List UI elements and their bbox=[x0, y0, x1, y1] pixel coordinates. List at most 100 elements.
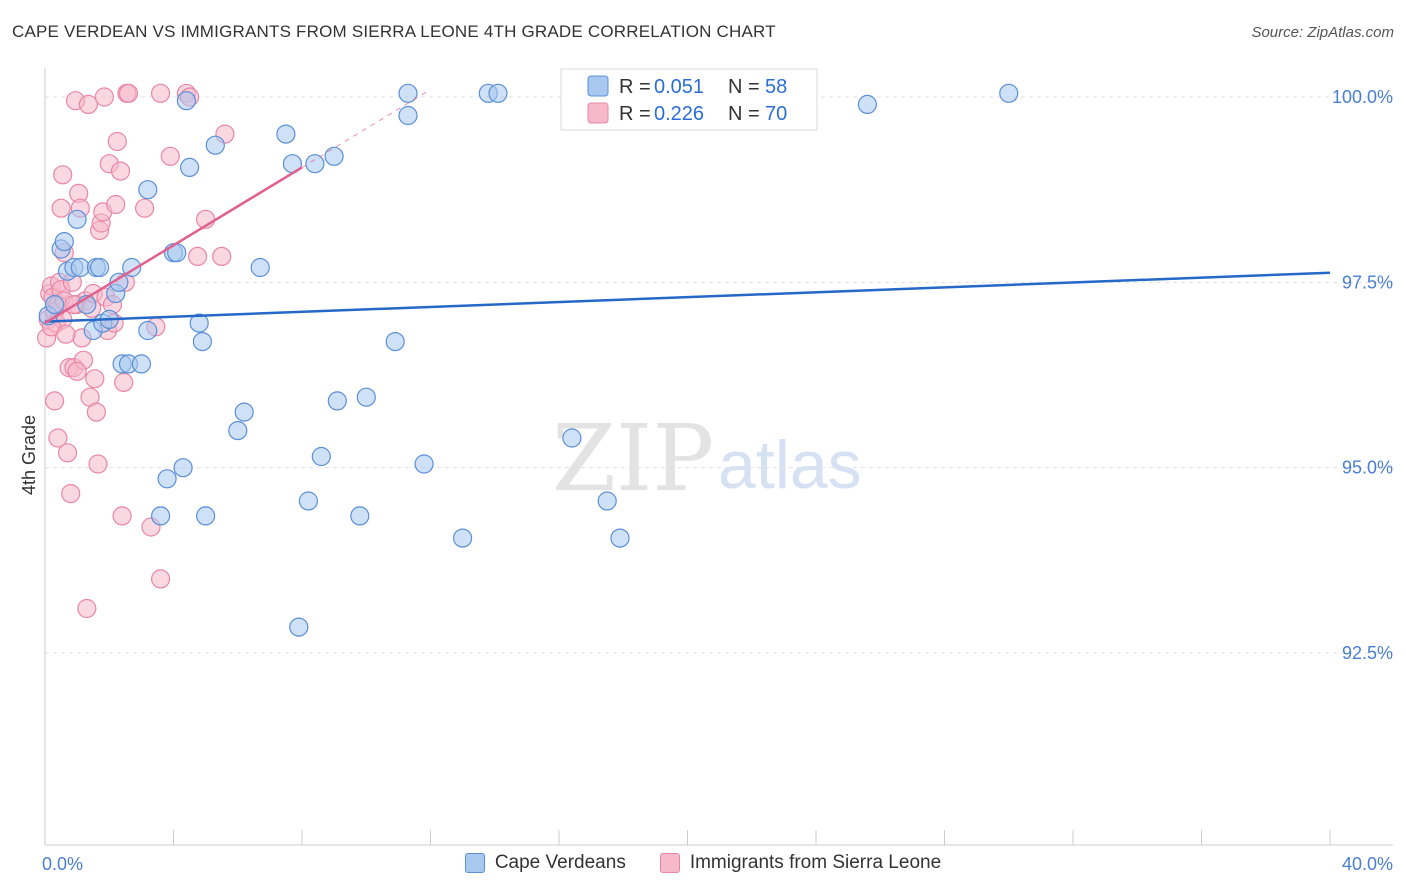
cape-verdean-point-47 bbox=[398, 105, 418, 126]
bottom-legend-blue-swatch bbox=[464, 853, 485, 873]
cape-verdean-point-41 bbox=[311, 446, 331, 467]
cape-verdean-point-34 bbox=[234, 402, 254, 422]
legend-blue-r-label: R = bbox=[619, 76, 651, 98]
cape-verdean-point-27 bbox=[176, 91, 196, 111]
cape-verdean-point-35 bbox=[250, 257, 270, 278]
sierra-leone-point-40 bbox=[94, 87, 115, 107]
legend-pink-r-label: R = bbox=[619, 103, 651, 125]
cape-verdean-point-54 bbox=[597, 491, 617, 511]
axes bbox=[44, 68, 1393, 846]
legend-pink-r-value: 0.226 bbox=[654, 103, 704, 125]
cape-verdean-point-15 bbox=[109, 272, 129, 292]
cape-verdean-point-57 bbox=[999, 83, 1019, 103]
watermark-zip: ZIP bbox=[552, 405, 714, 512]
bottom-legend-pink-swatch bbox=[659, 853, 680, 873]
cape-verdean-point-29 bbox=[189, 313, 209, 333]
sierra-leone-point-36 bbox=[88, 454, 108, 474]
cape-verdean-point-31 bbox=[196, 506, 216, 526]
sierra-leone-point-64 bbox=[212, 246, 232, 266]
sierra-leone-point-50 bbox=[114, 372, 134, 392]
bottom-legend: Cape Verdeans Immigrants from Sierra Leo… bbox=[0, 852, 1406, 874]
trend-lines bbox=[44, 89, 1331, 325]
sierra-leone-point-19 bbox=[61, 484, 81, 504]
cape-verdean-point-46 bbox=[385, 332, 405, 352]
legend-pink-n-label: N = bbox=[728, 103, 760, 125]
watermark-atlas: atlas bbox=[718, 427, 862, 503]
cape-verdean-point-32 bbox=[205, 135, 225, 155]
y-tick-label-3: 92.5% bbox=[1342, 643, 1393, 663]
sierra-leone-point-14 bbox=[51, 198, 71, 218]
cape-verdean-point-53 bbox=[562, 428, 582, 448]
cape-verdean-point-52 bbox=[488, 83, 508, 103]
cape-verdean-point-28 bbox=[180, 157, 200, 177]
chart-title: CAPE VERDEAN VS IMMIGRANTS FROM SIERRA L… bbox=[12, 22, 776, 41]
bottom-legend-label-cape-verdeans: Cape Verdeans bbox=[494, 852, 626, 873]
cape-verdean-point-36 bbox=[276, 124, 296, 144]
sierra-leone-point-57 bbox=[151, 83, 171, 103]
legend-pink-swatch bbox=[587, 102, 609, 124]
cape-verdean-point-6 bbox=[67, 209, 87, 229]
sierra-leone-point-68 bbox=[67, 361, 87, 381]
cape-verdean-point-4 bbox=[54, 232, 74, 252]
cape-verdean-point-39 bbox=[298, 491, 318, 511]
bottom-legend-item-sierra-leone: Immigrants from Sierra Leone bbox=[659, 852, 942, 874]
sierra-leone-point-53 bbox=[118, 83, 139, 103]
legend-blue-swatch bbox=[587, 75, 609, 97]
series-cape-verdeans-points bbox=[38, 83, 1019, 637]
sierra-leone-point-47 bbox=[107, 131, 127, 152]
cape-verdean-point-11 bbox=[89, 257, 110, 278]
chart-source: Source: ZipAtlas.com bbox=[1251, 24, 1394, 41]
trend-line-cape-verdeans bbox=[44, 271, 1331, 323]
bottom-legend-item-cape-verdeans: Cape Verdeans bbox=[464, 852, 626, 874]
sierra-leone-point-13 bbox=[48, 428, 68, 448]
sierra-leone-point-46 bbox=[106, 194, 126, 215]
cape-verdean-point-20 bbox=[138, 180, 158, 200]
sierra-leone-point-54 bbox=[135, 198, 155, 218]
y-tick-label-2: 95.0% bbox=[1342, 458, 1393, 478]
legend-pink-n-value: 70 bbox=[765, 103, 787, 125]
legend-blue-n-value: 58 bbox=[765, 76, 787, 98]
sierra-leone-point-62 bbox=[188, 246, 208, 266]
y-axis-title: 4th Grade bbox=[19, 415, 39, 495]
cape-verdean-point-23 bbox=[157, 469, 177, 489]
sierra-leone-point-15 bbox=[53, 165, 73, 185]
cape-verdean-point-40 bbox=[305, 154, 325, 174]
bottom-legend-label-sierra-leone: Immigrants from Sierra Leone bbox=[689, 852, 942, 873]
sierra-leone-point-48 bbox=[110, 161, 131, 181]
stat-legend: R = 0.051 N = 58 R = 0.226 N = 70 bbox=[560, 68, 818, 131]
grid-lines bbox=[45, 96, 1393, 654]
cape-verdean-point-45 bbox=[356, 387, 376, 407]
cape-verdean-point-33 bbox=[228, 421, 248, 441]
sierra-leone-point-29 bbox=[77, 598, 97, 619]
watermark: ZIP atlas bbox=[552, 405, 862, 512]
sierra-leone-point-67 bbox=[56, 324, 76, 344]
x-tick-label-0: 0.0% bbox=[42, 854, 83, 874]
sierra-leone-point-49 bbox=[112, 506, 132, 526]
cape-verdean-point-42 bbox=[324, 146, 344, 166]
cape-verdean-point-26 bbox=[173, 458, 193, 478]
sierra-leone-point-12 bbox=[44, 391, 65, 411]
sierra-leone-point-17 bbox=[57, 443, 78, 463]
sierra-leone-point-30 bbox=[78, 94, 99, 115]
cape-verdean-point-21 bbox=[138, 320, 158, 341]
cape-verdean-point-55 bbox=[610, 528, 630, 548]
legend-blue-r-value: 0.051 bbox=[654, 76, 704, 98]
cape-verdean-point-43 bbox=[327, 391, 347, 411]
x-tick-label-1: 40.0% bbox=[1342, 854, 1393, 874]
trend-line-sierra-leone bbox=[44, 166, 303, 325]
cape-verdean-point-30 bbox=[192, 332, 212, 352]
sierra-leone-point-35 bbox=[86, 402, 107, 422]
cape-verdean-point-19 bbox=[131, 354, 151, 374]
legend-blue-n-label: N = bbox=[728, 76, 760, 98]
cape-verdean-point-50 bbox=[453, 528, 473, 548]
cape-verdean-point-22 bbox=[151, 506, 171, 526]
cape-verdean-point-7 bbox=[70, 257, 90, 278]
cape-verdean-point-1 bbox=[44, 295, 65, 315]
sierra-leone-point-59 bbox=[160, 146, 180, 166]
cape-verdean-point-49 bbox=[414, 454, 434, 474]
y-tick-label-1: 97.5% bbox=[1342, 272, 1393, 292]
cape-verdean-point-44 bbox=[350, 506, 370, 526]
cape-verdean-point-48 bbox=[398, 83, 418, 103]
sierra-leone-point-58 bbox=[151, 569, 171, 589]
